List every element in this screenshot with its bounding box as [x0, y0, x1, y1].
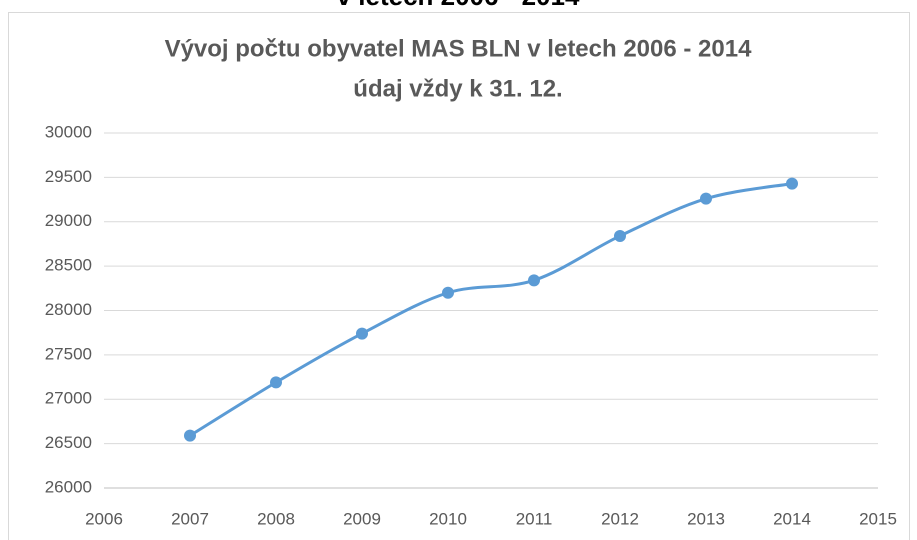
x-tick-label: 2007 [171, 509, 209, 528]
y-tick-label: 28500 [45, 256, 92, 275]
data-point [184, 429, 196, 442]
y-tick-label: 29500 [45, 167, 92, 186]
x-tick-label: 2008 [257, 509, 295, 528]
x-tick-label: 2009 [343, 509, 381, 528]
data-point [614, 229, 626, 242]
y-tick-label: 27500 [45, 344, 92, 363]
chart-border [8, 12, 910, 540]
y-tick-label: 26500 [45, 433, 92, 452]
x-tick-label: 2013 [687, 509, 725, 528]
data-point [356, 327, 368, 340]
y-tick-label: 26000 [45, 477, 92, 496]
y-tick-label: 29000 [45, 211, 92, 230]
data-point [700, 192, 712, 205]
x-tick-label: 2011 [516, 509, 553, 528]
x-tick-label: 2010 [429, 509, 467, 528]
y-tick-label: 30000 [45, 122, 92, 141]
page-heading: v letech 2006 - 2014 [337, 0, 580, 11]
chart-title: Vývoj počtu obyvatel MAS BLN v letech 20… [165, 35, 753, 62]
chart-subtitle: údaj vždy k 31. 12. [353, 75, 562, 102]
data-point [442, 286, 454, 299]
y-tick-label: 27000 [45, 389, 92, 408]
data-point [270, 376, 282, 389]
x-tick-label: 2012 [601, 509, 639, 528]
x-tick-label: 2014 [773, 509, 811, 528]
x-tick-label: 2006 [85, 509, 123, 528]
data-point [786, 177, 798, 190]
x-tick-label: 2015 [859, 509, 897, 528]
y-tick-label: 28000 [45, 300, 92, 319]
data-point [528, 274, 540, 287]
